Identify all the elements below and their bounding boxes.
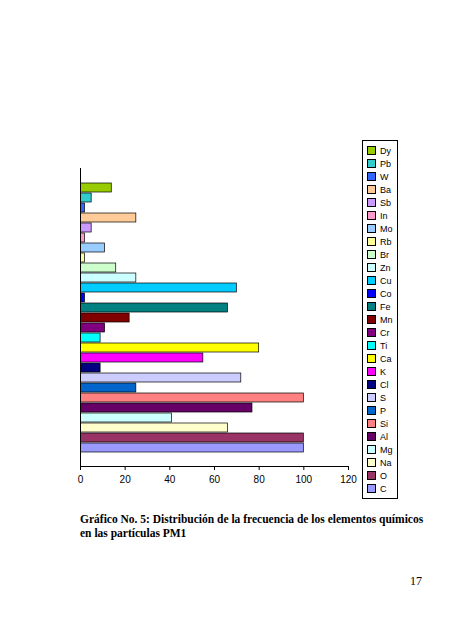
html-text:C: C (380, 483, 387, 494)
html-text:In: In (380, 210, 388, 221)
html-text:Cr: Cr (380, 327, 390, 338)
html-text:Mg: Mg (380, 444, 393, 455)
html-text:O: O (380, 470, 387, 481)
html-text:Cu: Cu (380, 275, 392, 286)
html-text:Dy: Dy (380, 145, 391, 156)
html-text:Mn: Mn (380, 314, 393, 325)
html-text:17: 17 (410, 574, 422, 588)
svg-text:60: 60 (209, 474, 221, 485)
html-text:K: K (380, 366, 386, 377)
svg-text:20: 20 (120, 474, 132, 485)
html-text:Co: Co (380, 288, 392, 299)
html-text:W: W (380, 171, 389, 182)
svg-text:100: 100 (295, 474, 312, 485)
html-text:Ti: Ti (380, 340, 388, 351)
html-text:Si: Si (380, 418, 388, 429)
html-text:Zn: Zn (380, 262, 391, 273)
html-text:Ca: Ca (380, 353, 392, 364)
html-text:Fe: Fe (380, 301, 391, 312)
html-text:Na: Na (380, 457, 392, 468)
html-text:S: S (380, 392, 386, 403)
html-text:Mo: Mo (380, 223, 393, 234)
svg-text:80: 80 (254, 474, 266, 485)
svg-text:40: 40 (164, 474, 176, 485)
html-text:Br: Br (380, 249, 389, 260)
svg-text:120: 120 (340, 474, 357, 485)
svg-text:0: 0 (78, 474, 84, 485)
html-text:Rb: Rb (380, 236, 392, 247)
html-text:Al: Al (380, 431, 388, 442)
html-text:Pb: Pb (380, 158, 391, 169)
html-text:Gráfico No. 5: Distribución de: Gráfico No. 5: Distribución de la frecue… (80, 513, 424, 539)
html-text:Cl: Cl (380, 379, 389, 390)
html-text:P: P (380, 405, 386, 416)
html-text:Sb: Sb (380, 197, 391, 208)
html-text:Ba: Ba (380, 184, 391, 195)
